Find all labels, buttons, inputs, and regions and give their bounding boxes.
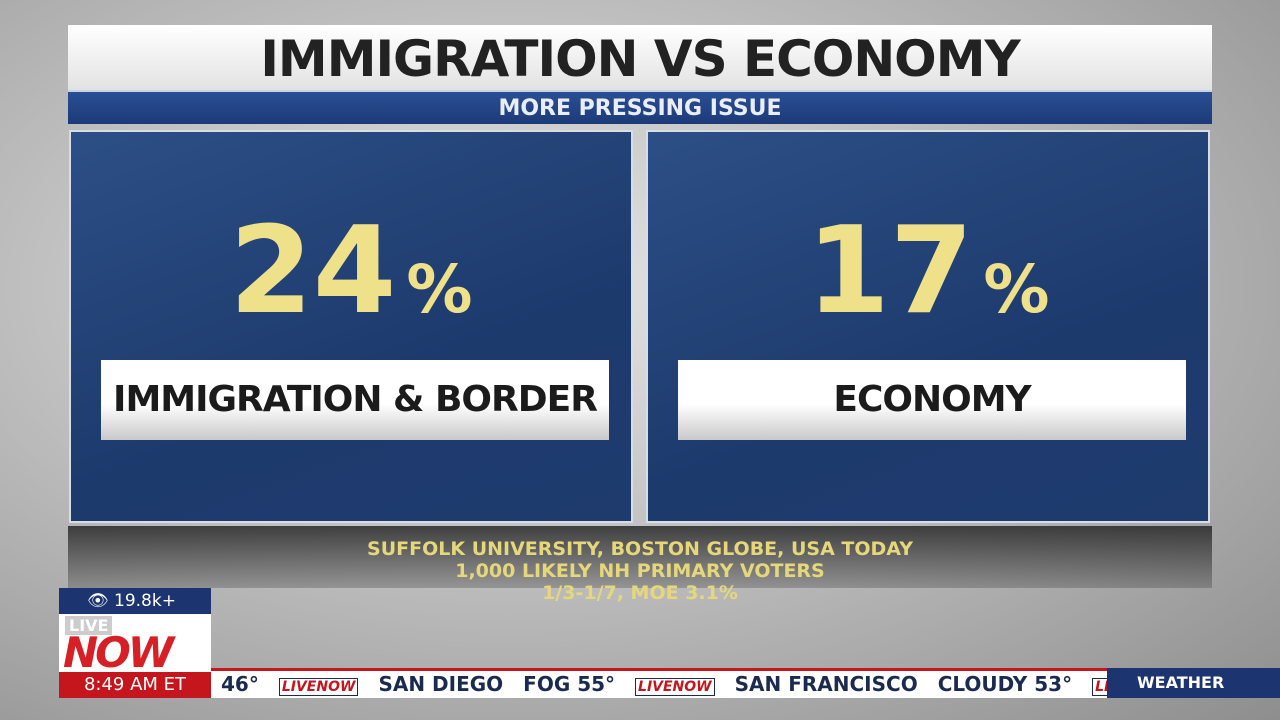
viewer-count: 👁 19.8k+ bbox=[59, 588, 211, 614]
viewers: 19.8k+ bbox=[114, 591, 176, 611]
ticker-item: SAN FRANCISCO bbox=[734, 672, 918, 696]
stat-unit: % bbox=[983, 251, 1050, 328]
stat-unit: % bbox=[406, 251, 473, 328]
source-line: 1,000 LIKELY NH PRIMARY VOTERS bbox=[455, 560, 825, 582]
source-line: 1/3-1/7, MOE 3.1% bbox=[542, 582, 738, 604]
logo-now: NOW bbox=[63, 628, 174, 677]
ticker-logo: LIV bbox=[1092, 678, 1107, 696]
clock: 8:49 AM ET bbox=[59, 672, 211, 698]
ticker-logo: LIVENOW bbox=[635, 678, 715, 696]
logo-live: LIVE bbox=[65, 616, 113, 635]
stat-label: ECONOMY bbox=[678, 360, 1186, 440]
ticker-item: SAN DIEGO bbox=[378, 672, 504, 696]
source-line: SUFFOLK UNIVERSITY, BOSTON GLOBE, USA TO… bbox=[367, 538, 913, 560]
stat-label: IMMIGRATION & BORDER bbox=[101, 360, 609, 440]
title: IMMIGRATION VS ECONOMY bbox=[68, 25, 1212, 91]
ticker-item: 46° bbox=[221, 672, 259, 696]
stat: 24% bbox=[71, 212, 631, 350]
ticker-section: WEATHER bbox=[1107, 668, 1280, 698]
logo-block: 👁 19.8k+ LIVE NOW 8:49 AM ET bbox=[59, 588, 211, 698]
ticker-item: FOG 55° bbox=[523, 672, 616, 696]
ticker: 46° LIVENOW SAN DIEGO FOG 55° LIVENOW SAN FRA… bbox=[211, 668, 1107, 698]
stat: 17% bbox=[648, 212, 1208, 350]
stat-number: 24 bbox=[229, 202, 397, 341]
ticker-item: CLOUDY 53° bbox=[937, 672, 1073, 696]
ticker-logo: LIVENOW bbox=[278, 678, 359, 696]
source: SUFFOLK UNIVERSITY, BOSTON GLOBE, USA TO… bbox=[68, 526, 1212, 604]
subtitle: MORE PRESSING ISSUE bbox=[68, 90, 1212, 124]
panel: 17% ECONOMY bbox=[646, 130, 1210, 523]
stat-number: 17 bbox=[806, 202, 974, 341]
panel: 24% IMMIGRATION & BORDER bbox=[69, 130, 633, 523]
